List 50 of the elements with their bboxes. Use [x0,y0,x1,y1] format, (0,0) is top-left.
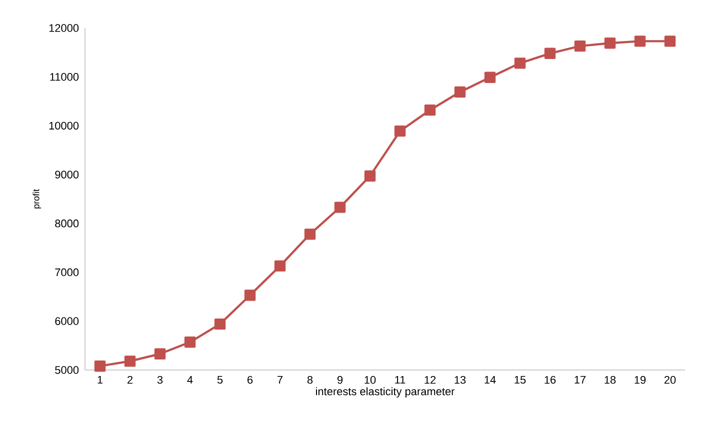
x-tick-label: 20 [664,376,676,384]
point [634,36,646,47]
x-tick-label: 10 [364,376,376,384]
x-tick-label: 2 [128,376,133,384]
x-tick-label: 14 [484,376,496,384]
y-tick-label: 12000 [49,24,79,32]
point [124,356,136,367]
point [604,38,616,49]
x-tick-label: 1 [98,376,103,384]
x-tick-label: 8 [307,376,313,384]
point [244,290,256,301]
point [94,360,106,372]
point [574,40,586,52]
x-tick-label: 3 [157,376,163,384]
point [544,48,556,59]
x-tick-label: 18 [604,376,616,384]
x-tick-label: 7 [278,376,283,384]
x-tick-label: 12 [424,376,436,384]
x-tick-label: 16 [544,376,556,384]
point [424,104,436,116]
point [274,260,286,272]
x-tick-label: 6 [248,376,253,384]
y-tick-label: 10000 [49,122,79,130]
point [664,36,676,47]
y-tick-label: 9000 [55,170,79,178]
point [514,58,526,69]
point [364,170,376,182]
x-tick-label: 17 [574,376,586,384]
point [454,86,466,98]
x-tick-label: 13 [454,376,466,384]
y-tick-label: 5000 [55,366,79,374]
x-tick-label: 9 [337,376,343,384]
point [484,72,496,83]
point [214,318,226,330]
x-tick-label: 15 [514,376,526,384]
point [394,125,406,137]
point [304,228,316,240]
point [184,336,196,348]
x-tick-label: 19 [634,376,646,384]
x-axis-title: interests elasticity parameter [316,387,455,398]
y-tick-label: 7000 [55,268,79,276]
point [154,348,166,360]
point [334,202,346,213]
y-tick-label: 11000 [50,72,79,81]
y-tick-label: 6000 [55,317,79,326]
x-tick-label: 11 [395,376,406,384]
x-tick-label: 4 [187,376,193,384]
y-axis-title: profit [32,189,42,208]
y-tick-label: 8000 [55,220,79,228]
x-tick-label: 5 [217,376,223,384]
